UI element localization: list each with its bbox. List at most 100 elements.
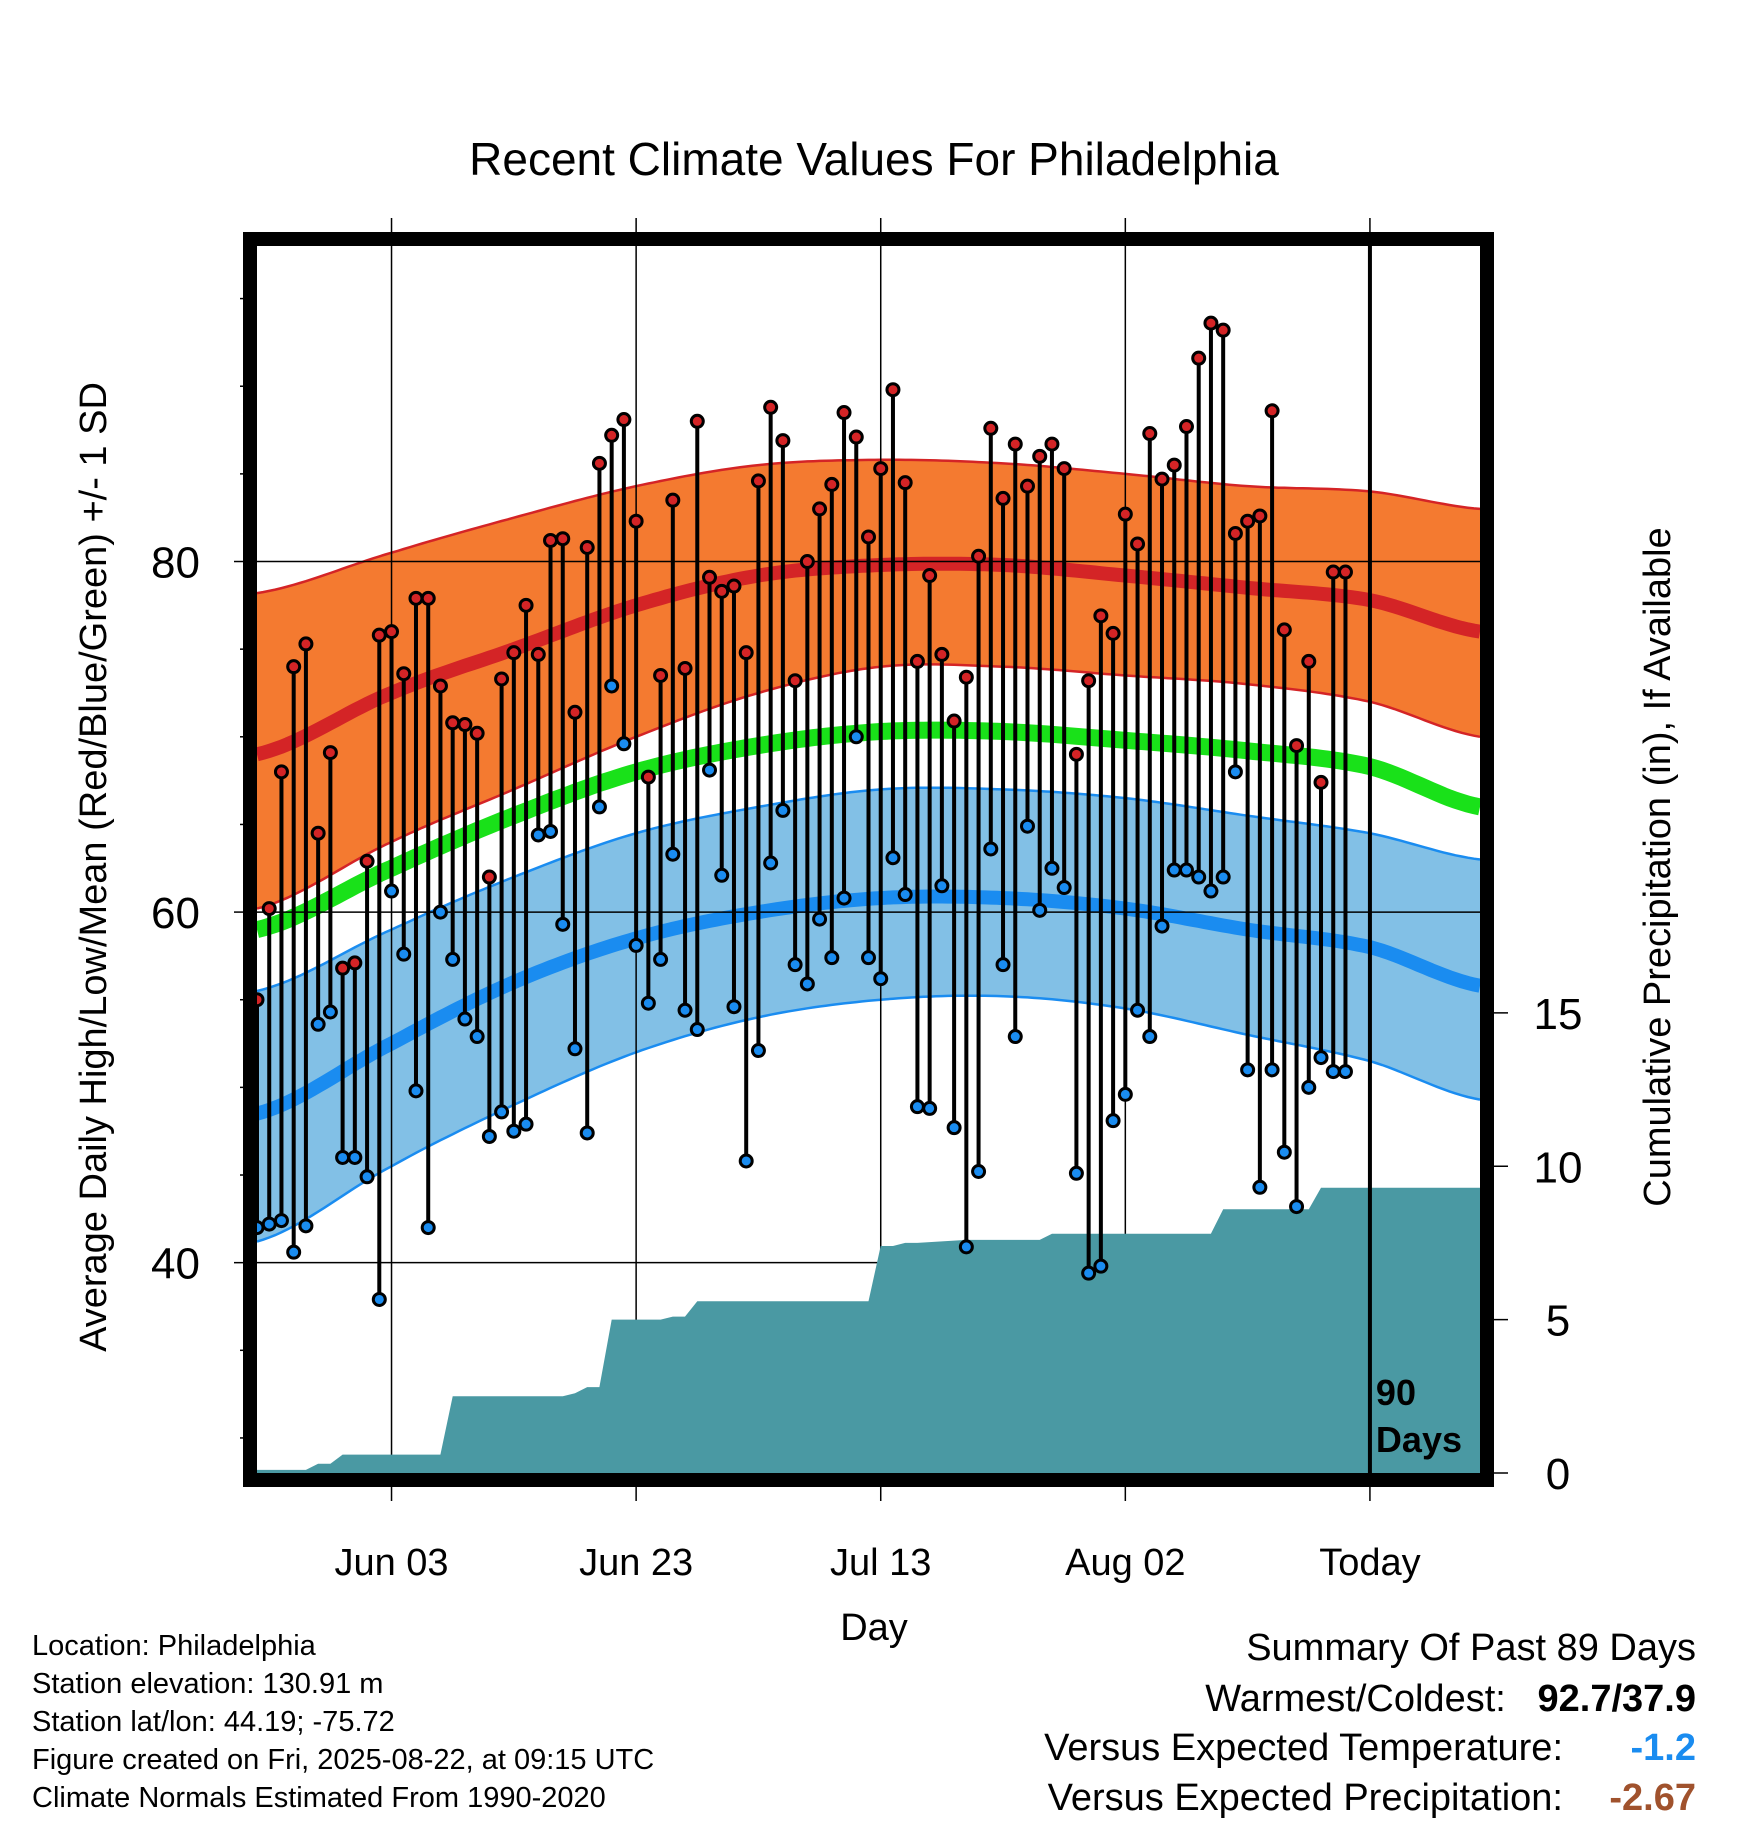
daily-low-point: [873, 971, 889, 987]
x-axis-label: Day: [840, 1607, 908, 1649]
daily-high-point: [1142, 426, 1158, 442]
daily-low-point: [946, 1120, 962, 1136]
daily-low-point: [799, 976, 815, 992]
info-created: Figure created on Fri, 2025-08-22, at 09…: [32, 1744, 655, 1776]
plot-area: 90 Days: [249, 246, 1482, 1473]
daily-low-point: [1081, 1265, 1097, 1281]
daily-high-point: [1105, 625, 1121, 641]
daily-low-point: [1166, 862, 1182, 878]
daily-low-point: [775, 802, 791, 818]
daily-low-point: [359, 1169, 375, 1185]
daily-high-point: [1117, 506, 1133, 522]
daily-high-point: [677, 660, 693, 676]
summary-warm-cold-label: Warmest/Coldest:: [1205, 1678, 1506, 1720]
daily-high-point: [1068, 746, 1084, 762]
daily-high-point: [494, 671, 510, 687]
daily-high-point: [1252, 508, 1268, 524]
y-left-tick-label: 60: [151, 889, 200, 938]
high-sd-upper-edge: [256, 458, 1481, 595]
daily-high-point: [787, 673, 803, 689]
daily-low-point: [750, 1043, 766, 1059]
daily-high-point: [934, 646, 950, 662]
daily-low-point: [958, 1239, 974, 1255]
daily-low-point: [934, 878, 950, 894]
daily-low-point: [1178, 862, 1194, 878]
daily-low-point: [1276, 1144, 1292, 1160]
daily-high-point: [689, 413, 705, 429]
daily-low-point: [616, 736, 632, 752]
low-sd-lower-edge: [256, 994, 1481, 1243]
daily-high-point: [873, 461, 889, 477]
daily-high-point: [1325, 564, 1341, 580]
daily-high-point: [738, 645, 754, 661]
daily-high-point: [347, 955, 363, 971]
daily-high-point: [506, 645, 522, 661]
daily-low-point: [1191, 869, 1207, 885]
daily-low-point: [628, 937, 644, 953]
daily-high-point: [1019, 478, 1035, 494]
daily-high-point: [567, 704, 583, 720]
daily-high-point: [812, 501, 828, 517]
daily-low-point: [812, 911, 828, 927]
x-tick-label: Jun 23: [579, 1542, 693, 1584]
daily-low-point: [286, 1244, 302, 1260]
daily-low-point: [543, 823, 559, 839]
daily-low-point: [1313, 1050, 1329, 1066]
daily-high-point: [1264, 403, 1280, 419]
summary-title: Summary Of Past 89 Days: [1246, 1627, 1696, 1669]
daily-low-point: [481, 1128, 497, 1144]
daily-high-point: [995, 490, 1011, 506]
daily-high-point: [1044, 436, 1060, 452]
daily-high-point: [1093, 608, 1109, 624]
chart-title: Recent Climate Values For Philadelphia: [469, 133, 1279, 185]
daily-high-point: [469, 725, 485, 741]
daily-low-point: [665, 846, 681, 862]
y-axis-right-label: Cumulative Precipitation (in), If Availa…: [1637, 527, 1679, 1206]
daily-high-point: [1166, 457, 1182, 473]
summary-temp: Versus Expected Temperature: -1.2: [1044, 1727, 1696, 1770]
daily-high-point: [420, 590, 436, 606]
daily-low-point: [261, 1216, 277, 1232]
y-right-tick-label: 15: [1534, 990, 1583, 1039]
daily-high-point: [286, 659, 302, 675]
daily-high-point: [885, 382, 901, 398]
daily-low-point: [494, 1104, 510, 1120]
daily-high-point: [1130, 536, 1146, 552]
daily-low-point: [885, 850, 901, 866]
daily-high-point: [359, 853, 375, 869]
y-left-tick-label: 80: [151, 539, 200, 588]
daily-high-point: [555, 531, 571, 547]
daily-low-point: [1142, 1029, 1158, 1045]
axes: 40 60 80 0 5 10 15 Jun 03 Jun 23 Jul 13 Aug 02 Toda…: [151, 218, 1582, 1584]
daily-high-point: [1313, 774, 1329, 790]
daily-low-point: [1337, 1064, 1353, 1080]
daily-low-point: [579, 1125, 595, 1141]
daily-low-point: [738, 1153, 754, 1169]
daily-high-point: [579, 539, 595, 555]
daily-low-point: [1203, 883, 1219, 899]
daily-low-point: [1105, 1113, 1121, 1129]
info-location: Location: Philadelphia: [32, 1630, 316, 1662]
daily-high-point: [628, 513, 644, 529]
daily-low-point: [408, 1083, 424, 1099]
daily-high-point: [971, 548, 987, 564]
daily-low-point: [702, 762, 718, 778]
daily-low-point: [469, 1029, 485, 1045]
y-right-tick-label: 5: [1546, 1297, 1570, 1346]
daily-low-point: [848, 729, 864, 745]
daily-high-point: [946, 713, 962, 729]
daily-high-point: [1154, 471, 1170, 487]
y-right-tick-label: 0: [1546, 1450, 1570, 1499]
daily-high-point: [591, 455, 607, 471]
daily-low-point: [861, 950, 876, 966]
summary-precip-value: -2.67: [1609, 1777, 1696, 1819]
x-tick-label: Jun 03: [334, 1542, 448, 1584]
daily-low-point: [995, 957, 1011, 973]
info-elevation: Station elevation: 130.91 m: [32, 1668, 384, 1700]
daily-high-point: [824, 476, 840, 492]
y-axis-left-label: Average Daily High/Low/Mean (Red/Blue/Gr…: [73, 382, 115, 1352]
daily-low-point: [310, 1016, 326, 1032]
daily-high-point: [763, 399, 779, 415]
daily-high-point: [616, 412, 632, 428]
today-days-label: Days: [1376, 1419, 1462, 1460]
